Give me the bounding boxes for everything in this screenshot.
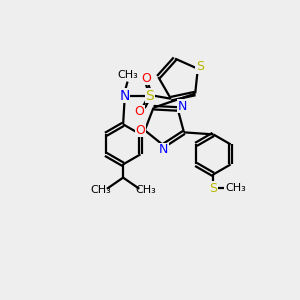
Text: CH₃: CH₃ [135, 185, 156, 195]
Text: N: N [119, 89, 130, 103]
Text: CH₃: CH₃ [225, 183, 246, 193]
Text: N: N [177, 100, 187, 112]
Text: S: S [209, 182, 217, 195]
Text: CH₃: CH₃ [90, 185, 111, 195]
Text: CH₃: CH₃ [117, 70, 138, 80]
Text: S: S [196, 60, 204, 73]
Text: O: O [142, 72, 152, 85]
Text: O: O [136, 124, 145, 137]
Text: O: O [134, 106, 144, 118]
Text: N: N [159, 143, 168, 157]
Text: S: S [145, 89, 154, 103]
